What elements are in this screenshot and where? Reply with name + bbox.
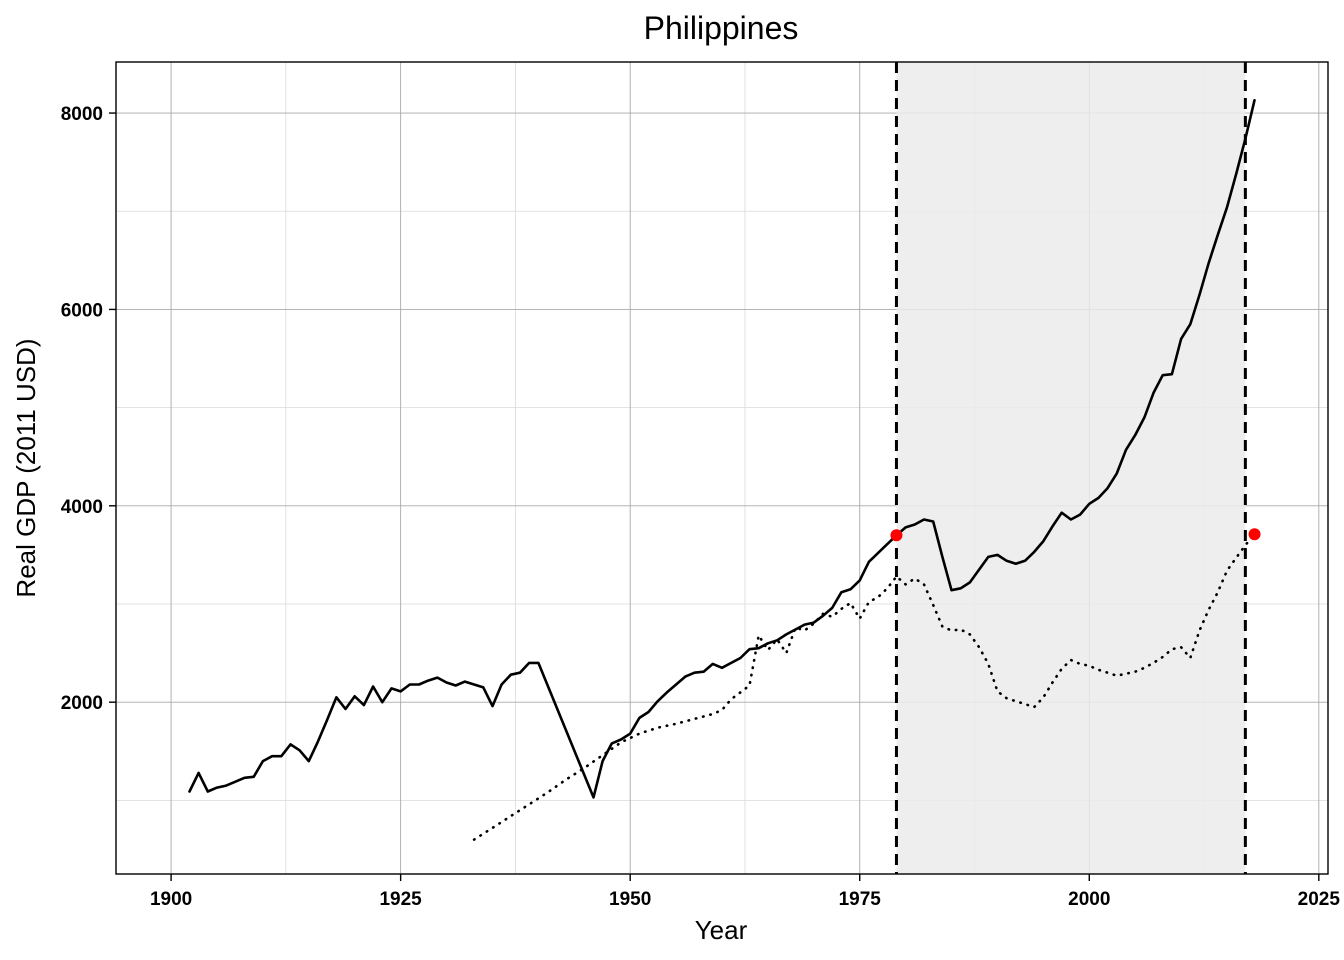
y-axis-ticks: 2000 4000 6000 8000 (61, 104, 116, 714)
series-line-solid (188, 99, 1256, 799)
x-tick-label: 1975 (839, 889, 882, 910)
x-tick-label: 2025 (1298, 889, 1341, 910)
y-tick-label: 6000 (61, 300, 103, 321)
x-tick-label: 1900 (150, 889, 192, 910)
x-axis-ticks: 1900 1925 1950 1975 2000 2025 (150, 874, 1340, 910)
y-axis-title: Real GDP (2011 USD) (11, 338, 41, 597)
shaded-period (896, 62, 1246, 874)
series-line-dotted (472, 532, 1256, 841)
period-boundary-lines (894, 62, 1247, 874)
marker-point (1248, 528, 1261, 541)
x-tick-label: 1950 (609, 889, 651, 910)
x-tick-label: 2000 (1068, 889, 1110, 910)
plot-panel-border (115, 61, 1329, 875)
x-tick-label: 1925 (379, 889, 422, 910)
marker-points (890, 528, 1261, 542)
y-tick-label: 4000 (61, 497, 103, 518)
marker-point (890, 529, 903, 542)
series-lines (188, 99, 1256, 841)
x-axis-title: Year (695, 915, 748, 945)
chart-title: Philippines (644, 10, 799, 46)
y-tick-label: 2000 (61, 693, 103, 714)
y-tick-label: 8000 (61, 104, 103, 125)
